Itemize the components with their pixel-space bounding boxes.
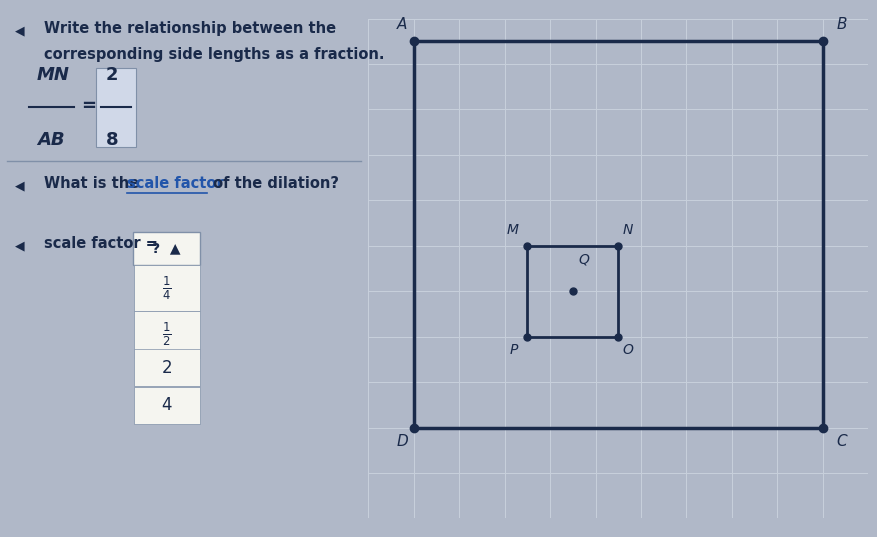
FancyBboxPatch shape [133,311,200,358]
Text: $\frac{1}{4}$: $\frac{1}{4}$ [162,274,171,302]
Text: ?  ▲: ? ▲ [153,241,181,256]
Bar [414,41,823,427]
Text: scale factor =: scale factor = [44,236,163,251]
Text: ◀: ◀ [15,24,25,37]
Text: corresponding side lengths as a fraction.: corresponding side lengths as a fraction… [44,47,385,62]
Text: What is the: What is the [44,176,145,191]
FancyBboxPatch shape [96,68,136,147]
Text: 8: 8 [106,131,118,149]
FancyBboxPatch shape [133,265,200,311]
Text: Q: Q [578,252,589,266]
Text: 2: 2 [106,66,118,84]
Text: 4: 4 [161,396,172,414]
Text: of the dilation?: of the dilation? [208,176,339,191]
Text: N: N [623,223,633,237]
Text: =: = [81,97,96,115]
FancyBboxPatch shape [133,349,200,386]
Text: scale factor: scale factor [127,176,224,191]
Text: O: O [623,344,634,358]
Text: B: B [837,17,847,32]
Text: A: A [397,17,408,32]
Text: $\frac{1}{2}$: $\frac{1}{2}$ [162,321,171,349]
Text: MN: MN [37,66,70,84]
FancyBboxPatch shape [133,387,200,424]
Text: C: C [837,434,847,449]
Text: D: D [396,434,409,449]
Bar [527,246,618,337]
Text: ◀: ◀ [15,180,25,193]
FancyBboxPatch shape [133,232,200,265]
Text: P: P [510,344,518,358]
Text: Write the relationship between the: Write the relationship between the [44,21,336,37]
Text: AB: AB [37,131,64,149]
Text: 2: 2 [161,359,172,376]
Text: ◀: ◀ [15,239,25,252]
Text: M: M [506,223,518,237]
